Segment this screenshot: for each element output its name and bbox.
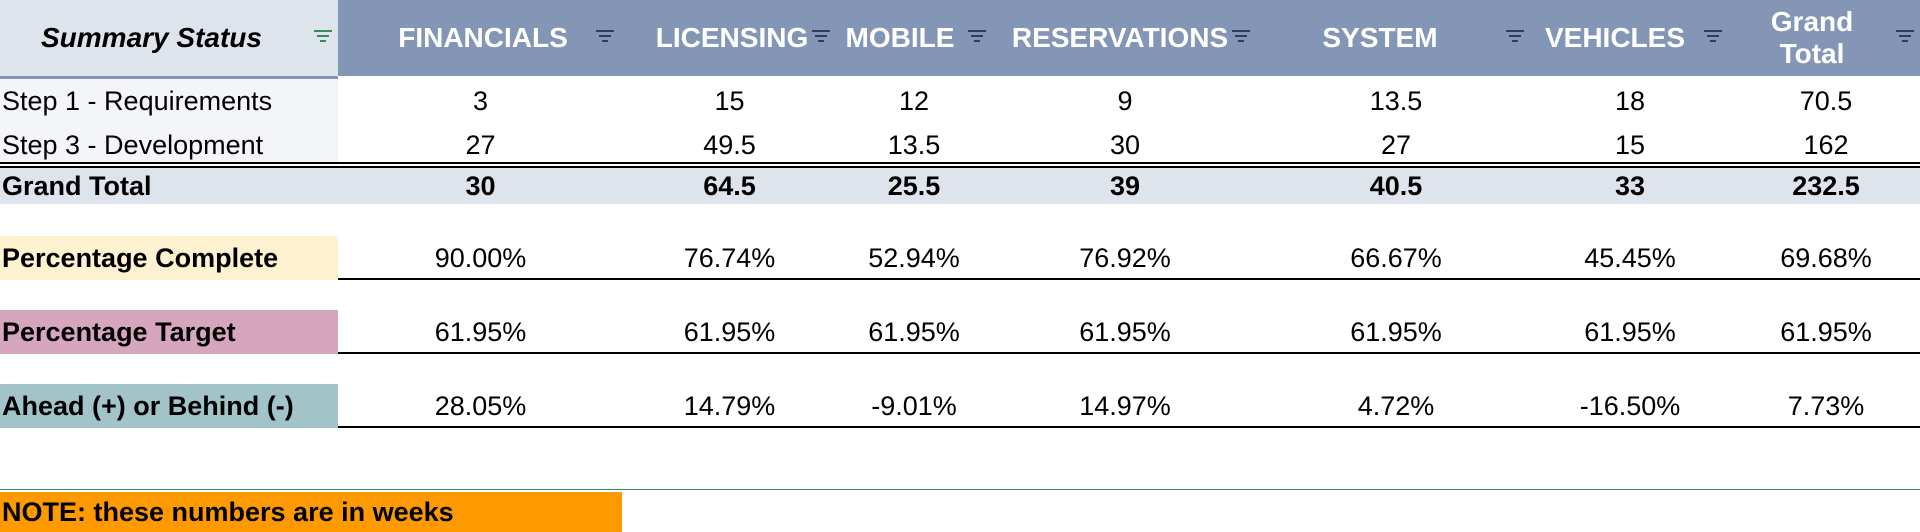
cell[interactable]: 25.5 [887, 170, 941, 201]
row-label-bg [0, 123, 338, 167]
cell[interactable]: 15 [714, 85, 745, 116]
cell[interactable]: 39 [1109, 170, 1141, 201]
cell[interactable]: 30 [1109, 129, 1141, 160]
table-row: Step 3 - Development 27 49.5 13.5 30 27 … [0, 123, 1920, 167]
column-header-grand-total[interactable]: Grand Total [1770, 6, 1854, 69]
cell[interactable]: 27 [1380, 129, 1412, 160]
row-label[interactable]: Step 1 - Requirements [2, 85, 273, 116]
row-label[interactable]: Step 3 - Development [2, 129, 264, 160]
column-header-financials[interactable]: FINANCIALS [398, 22, 568, 53]
filter-icon[interactable] [314, 30, 332, 44]
cell[interactable]: 69.68% [1780, 242, 1872, 273]
cell[interactable]: 232.5 [1792, 170, 1860, 201]
cell[interactable]: 66.67% [1350, 242, 1442, 273]
cell[interactable]: 13.5 [1369, 85, 1423, 116]
summary-status-header[interactable]: Summary Status [0, 0, 338, 76]
cell[interactable]: 15 [1614, 129, 1646, 160]
cell[interactable]: 40.5 [1369, 170, 1423, 201]
row-underline [338, 352, 1920, 354]
header-row: Summary Status FINANCIALS LICENSING MOBI… [0, 0, 1920, 76]
cell[interactable]: -16.50% [1579, 390, 1681, 421]
cell[interactable]: 61.95% [1350, 316, 1442, 347]
row-underline [338, 426, 1920, 428]
cell[interactable]: 12 [898, 85, 930, 116]
row-label[interactable]: Percentage Complete [0, 236, 338, 280]
cell[interactable]: 70.5 [1799, 85, 1853, 116]
cell[interactable]: 9 [1117, 85, 1133, 116]
filter-icon[interactable] [1506, 30, 1524, 44]
filter-icon[interactable] [596, 30, 614, 44]
cell[interactable]: 28.05% [434, 390, 527, 421]
column-header-system[interactable]: SYSTEM [1322, 22, 1438, 53]
cell[interactable]: 162 [1803, 129, 1849, 160]
cell[interactable]: 14.79% [683, 390, 776, 421]
cell[interactable]: 61.95% [1780, 316, 1872, 347]
cell[interactable]: 13.5 [887, 129, 941, 160]
cell[interactable]: 30 [465, 170, 496, 201]
cell[interactable]: 18 [1614, 85, 1646, 116]
percentage-complete-row: Percentage Complete 90.00% 76.74% 52.94%… [0, 236, 1920, 280]
cell[interactable]: 61.95% [1584, 316, 1676, 347]
cell[interactable]: 61.95% [434, 316, 527, 347]
cell[interactable]: 7.73% [1787, 390, 1865, 421]
cell[interactable]: -9.01% [871, 390, 957, 421]
selection-border [0, 489, 1920, 490]
row-label[interactable]: Percentage Target [0, 310, 338, 354]
row-label[interactable]: Ahead (+) or Behind (-) [0, 384, 338, 428]
cell[interactable]: 27 [465, 129, 496, 160]
cell[interactable]: 90.00% [434, 242, 527, 273]
cell[interactable]: 61.95% [868, 316, 960, 347]
grand-total-row: Grand Total 30 64.5 25.5 39 40.5 33 232.… [0, 168, 1920, 204]
header-divider [0, 76, 338, 79]
row-underline [338, 278, 1920, 280]
percentage-target-row: Percentage Target 61.95% 61.95% 61.95% 6… [0, 310, 1920, 354]
column-header-reservations[interactable]: RESERVATIONS [1011, 22, 1229, 53]
cell[interactable]: 3 [472, 85, 489, 116]
cell[interactable]: 14.97% [1079, 390, 1171, 421]
filter-icon[interactable] [1704, 30, 1722, 44]
filter-icon[interactable] [812, 30, 830, 44]
cell[interactable]: 52.94% [868, 242, 960, 273]
cell[interactable]: 49.5 [703, 129, 756, 160]
column-header-licensing[interactable]: LICENSING [655, 22, 809, 53]
row-label[interactable]: Grand Total [2, 170, 152, 201]
cell[interactable]: 45.45% [1584, 242, 1676, 273]
cell[interactable]: 33 [1614, 170, 1646, 201]
ahead-behind-row: Ahead (+) or Behind (-) 28.05% 14.79% -9… [0, 384, 1920, 428]
column-header-mobile[interactable]: MOBILE [845, 22, 955, 53]
cell[interactable]: 61.95% [1079, 316, 1171, 347]
filter-icon[interactable] [968, 30, 986, 44]
filter-icon[interactable] [1896, 30, 1914, 44]
row-label-bg [0, 79, 338, 123]
cell[interactable]: 76.74% [683, 242, 776, 273]
double-border [0, 162, 1920, 168]
note-cell[interactable]: NOTE: these numbers are in weeks [0, 492, 622, 532]
table-row: Step 1 - Requirements 3 15 12 9 13.5 18 … [0, 79, 1920, 123]
cell[interactable]: 4.72% [1357, 390, 1435, 421]
cell[interactable]: 64.5 [703, 170, 756, 201]
cell[interactable]: 76.92% [1079, 242, 1171, 273]
cell[interactable]: 61.95% [683, 316, 776, 347]
column-header-vehicles[interactable]: VEHICLES [1544, 22, 1686, 53]
filter-icon[interactable] [1232, 30, 1250, 44]
